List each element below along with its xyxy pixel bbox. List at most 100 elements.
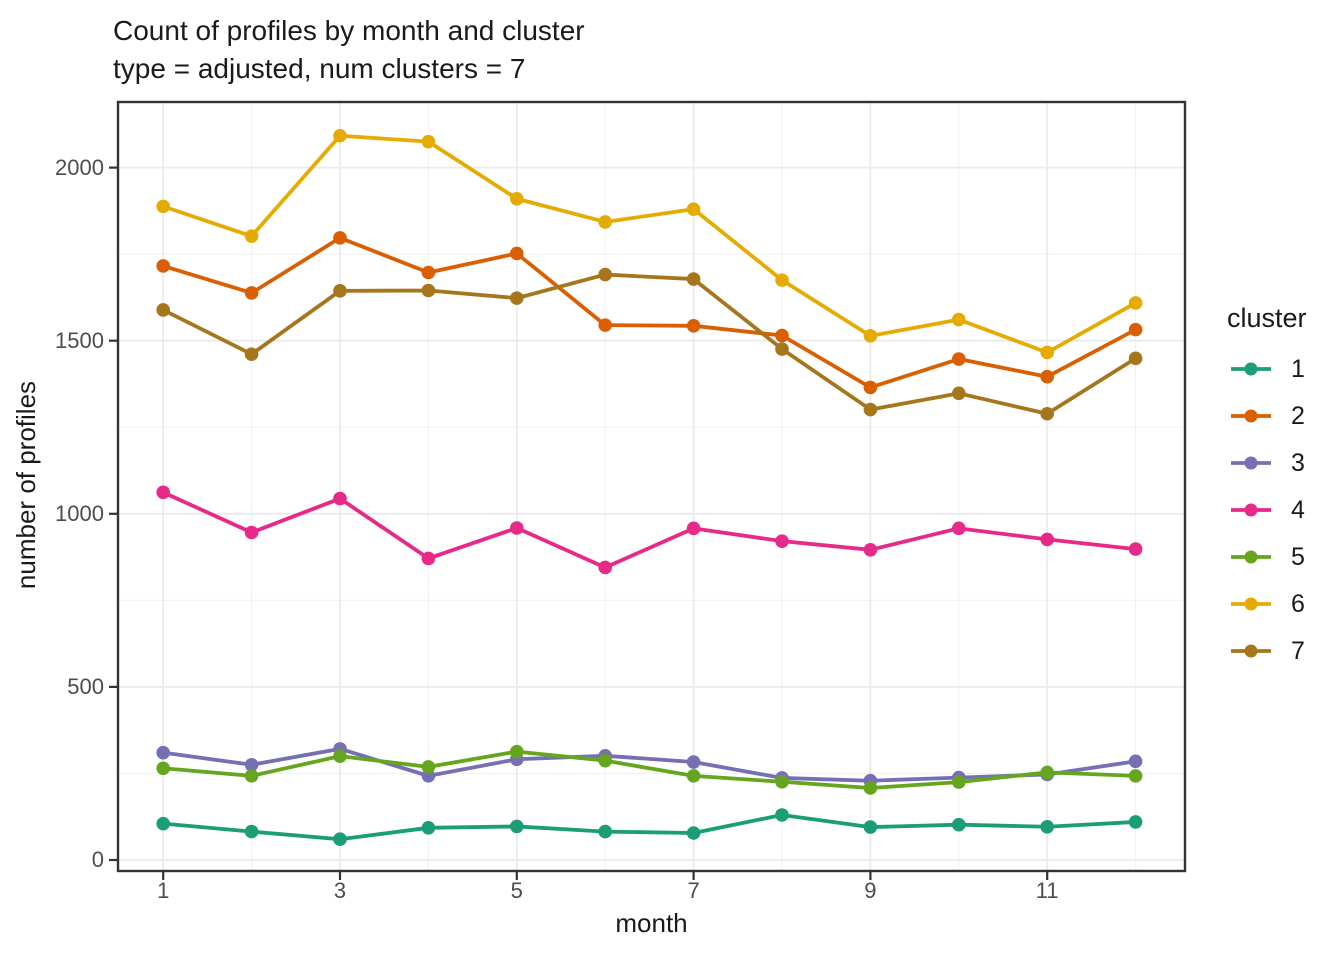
data-point bbox=[421, 551, 436, 566]
legend-item-cluster-4: 4 bbox=[1229, 494, 1305, 526]
data-point bbox=[244, 286, 259, 300]
legend-key-dot bbox=[1244, 456, 1258, 470]
panel-border bbox=[116, 100, 1187, 873]
series-cluster-5 bbox=[156, 744, 1143, 795]
legend-key-icon bbox=[1231, 456, 1271, 470]
data-point bbox=[1040, 532, 1054, 547]
data-point bbox=[863, 380, 878, 395]
series-line-cluster-6 bbox=[161, 133, 1138, 355]
gridlines-minor bbox=[118, 102, 1185, 871]
data-point bbox=[333, 231, 347, 245]
data-point bbox=[333, 128, 347, 143]
series-line-cluster-1 bbox=[161, 813, 1138, 842]
x-tick-label: 9 bbox=[864, 878, 877, 903]
data-point bbox=[510, 521, 524, 535]
legend-key-dot bbox=[1244, 409, 1258, 423]
legend-item-label: 3 bbox=[1291, 448, 1305, 477]
y-tick-label: 0 bbox=[91, 847, 104, 872]
x-tick-label: 1 bbox=[157, 878, 170, 903]
legend-key-icon bbox=[1231, 503, 1271, 517]
data-point bbox=[156, 745, 170, 760]
legend-item-cluster-3: 3 bbox=[1229, 447, 1305, 479]
data-point bbox=[421, 760, 436, 774]
data-point bbox=[333, 832, 347, 847]
axis-tick-marks bbox=[109, 166, 1049, 880]
x-tick-label: 11 bbox=[1035, 878, 1059, 903]
y-axis-title: number of profiles bbox=[11, 380, 41, 590]
data-point bbox=[510, 246, 524, 261]
series-cluster-2 bbox=[156, 231, 1143, 395]
series-cluster-4 bbox=[156, 485, 1143, 575]
data-point bbox=[1040, 369, 1054, 384]
x-tick-label: 7 bbox=[687, 878, 700, 903]
data-point bbox=[1128, 769, 1143, 783]
data-point bbox=[863, 820, 878, 834]
legend-item-cluster-2: 2 bbox=[1229, 400, 1305, 432]
data-point bbox=[1128, 322, 1143, 337]
data-point bbox=[1128, 815, 1143, 829]
data-point bbox=[244, 769, 259, 783]
legend-key-icon bbox=[1231, 644, 1271, 658]
legend-item-cluster-6: 6 bbox=[1229, 588, 1305, 620]
data-point bbox=[863, 781, 878, 795]
data-point bbox=[775, 342, 789, 356]
data-point bbox=[244, 229, 259, 243]
data-point bbox=[775, 273, 789, 287]
legend-item-label: 1 bbox=[1291, 354, 1305, 383]
data-point bbox=[598, 753, 612, 768]
legend-key-dot bbox=[1244, 503, 1258, 517]
data-point bbox=[1040, 819, 1054, 834]
legend-key-dot bbox=[1244, 550, 1258, 564]
legend-item-label: 6 bbox=[1291, 589, 1305, 618]
data-point bbox=[510, 191, 524, 206]
data-point bbox=[952, 775, 966, 789]
series-cluster-1 bbox=[156, 808, 1143, 847]
data-point bbox=[510, 819, 524, 834]
legend-item-label: 4 bbox=[1291, 495, 1305, 524]
data-point bbox=[1040, 406, 1054, 421]
data-point bbox=[686, 826, 701, 840]
data-point bbox=[598, 318, 612, 332]
legend-item-label: 5 bbox=[1291, 542, 1305, 571]
y-tick-label: 500 bbox=[67, 673, 104, 699]
data-point bbox=[686, 272, 701, 286]
series-cluster-7 bbox=[156, 267, 1143, 421]
data-point bbox=[775, 774, 789, 789]
data-point bbox=[952, 817, 966, 832]
series-line-cluster-2 bbox=[161, 235, 1138, 390]
data-point bbox=[952, 521, 966, 536]
data-point bbox=[686, 755, 701, 769]
data-point bbox=[156, 485, 170, 500]
legend-title: cluster bbox=[1227, 303, 1307, 333]
legend-key-icon bbox=[1231, 597, 1271, 611]
data-point bbox=[421, 265, 436, 280]
data-point bbox=[244, 757, 259, 772]
data-point bbox=[598, 267, 612, 282]
data-point bbox=[952, 312, 966, 327]
data-point bbox=[775, 808, 789, 822]
data-point bbox=[1128, 542, 1143, 556]
data-point bbox=[244, 347, 259, 362]
data-point bbox=[686, 319, 701, 333]
legend-key-dot bbox=[1244, 644, 1258, 658]
data-point bbox=[333, 491, 347, 506]
data-point bbox=[952, 386, 966, 401]
y-tick-label: 1000 bbox=[55, 500, 104, 526]
data-point bbox=[863, 329, 878, 343]
data-point bbox=[156, 199, 170, 214]
series-line-cluster-5 bbox=[161, 749, 1138, 790]
legend-key-icon bbox=[1231, 550, 1271, 564]
data-point bbox=[333, 749, 347, 763]
legend-item-label: 7 bbox=[1291, 636, 1305, 665]
series-line-cluster-4 bbox=[161, 490, 1138, 570]
legend-item-label: 2 bbox=[1291, 401, 1305, 430]
data-point bbox=[598, 215, 612, 229]
series-line-cluster-7 bbox=[161, 272, 1138, 416]
data-point bbox=[421, 283, 436, 298]
legend-key-dot bbox=[1244, 597, 1258, 611]
data-point bbox=[1128, 351, 1143, 366]
data-point bbox=[421, 134, 436, 149]
data-point bbox=[244, 525, 259, 540]
legend-item-cluster-1: 1 bbox=[1229, 353, 1305, 385]
